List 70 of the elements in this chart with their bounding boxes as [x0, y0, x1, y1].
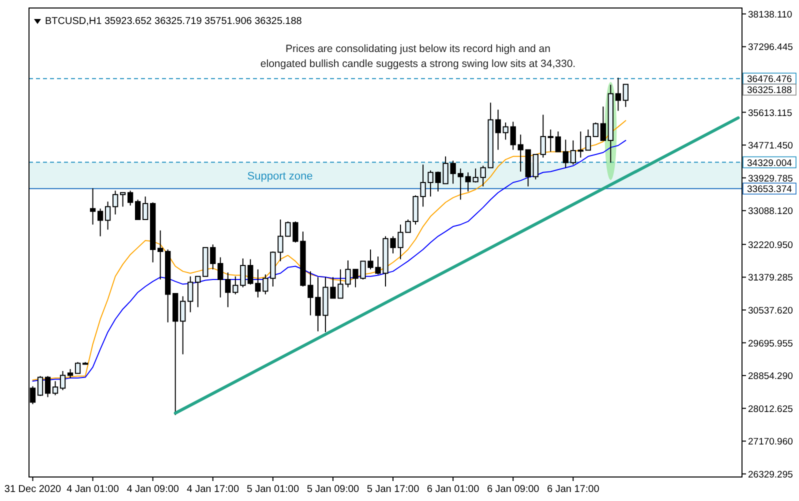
candlestick	[225, 272, 231, 308]
candlestick	[510, 121, 516, 150]
y-tick-label: 29695.955	[748, 338, 793, 350]
candlestick	[44, 376, 51, 398]
candlestick	[97, 208, 104, 237]
text: 36325.188	[747, 85, 792, 96]
candlestick	[555, 130, 561, 152]
candlestick	[104, 201, 111, 230]
candlestick	[262, 274, 268, 295]
ref-line-label: 34329.004	[747, 158, 792, 169]
y-tick-label: 28854.290	[748, 371, 793, 382]
x-tick-label: 31 Dec 2020	[4, 484, 62, 495]
y-tick-label: 37296.445	[748, 42, 793, 54]
x-tick-label: 5 Jan 17:00	[366, 484, 420, 495]
y-tick-label: 35613.115	[748, 108, 792, 119]
candlestick	[60, 370, 66, 391]
y-tick-label: 26329.295	[748, 469, 793, 480]
candlestick	[518, 134, 524, 172]
candlestick	[562, 139, 568, 168]
candlestick	[188, 276, 194, 313]
candlestick	[585, 129, 591, 151]
annotation: Prices are consolidating just below its record high and an elongated bullish candle suggests a strong swing low sits at 34,330.	[260, 43, 576, 70]
x-tick-label: 6 Jan 01:00	[426, 484, 480, 495]
y-tick-label: 27170.960	[748, 436, 793, 448]
candlestick	[135, 199, 141, 220]
candlestick	[578, 130, 584, 158]
candlestick	[548, 129, 554, 152]
candlestick	[127, 190, 134, 206]
x-tick-label: 4 Jan 17:00	[186, 484, 240, 495]
candlestick	[255, 268, 261, 298]
x-tick-label: 4 Jan 09:00	[126, 484, 180, 495]
y-tick-label: 30537.620	[748, 305, 793, 316]
candlestick	[540, 114, 546, 158]
y-tick-label: 31379.285	[748, 272, 793, 284]
x-tick-label: 6 Jan 09:00	[486, 484, 540, 495]
candlestick	[180, 296, 186, 355]
x-tick-label: 4 Jan 01:00	[66, 484, 120, 495]
y-tick-label: 34771.450	[748, 140, 793, 152]
candlestick	[218, 256, 224, 298]
candlestick	[502, 122, 508, 140]
candlestick	[495, 109, 501, 150]
candlestick	[622, 84, 628, 108]
band-label: Support zone	[247, 170, 313, 182]
candlestick	[248, 258, 254, 286]
candlestick	[195, 276, 201, 308]
candlestick	[52, 380, 58, 396]
ref-line-label: 36476.476	[747, 74, 792, 86]
candlestick	[158, 230, 164, 280]
x-tick-label: 5 Jan 01:00	[246, 484, 300, 495]
candlestick	[240, 258, 246, 288]
candlestick	[142, 196, 148, 220]
ref-line-label: 33653.374	[747, 184, 792, 196]
y-tick-label: 38138.110	[748, 9, 792, 20]
x-tick-label: 5 Jan 09:00	[306, 484, 360, 495]
candlestick	[232, 276, 238, 295]
text: BTCUSD,H1 35923.652 36325.719 35751.906 36325.188	[45, 16, 302, 27]
y-tick-label: 32220.950	[748, 240, 793, 251]
candlestick	[112, 190, 118, 215]
candlestick	[74, 362, 81, 374]
candlestick	[615, 77, 621, 112]
candlestick	[37, 376, 44, 396]
x-tick-label: 6 Jan 17:00	[547, 484, 600, 495]
candlestick	[600, 106, 606, 141]
candlestick	[592, 122, 598, 138]
y-tick-label: 28012.625	[748, 404, 793, 415]
y-tick-label: 33088.120	[748, 206, 793, 218]
y-tick-label: 33929.785	[748, 173, 793, 184]
candlestick	[120, 192, 126, 208]
candlestick	[90, 188, 96, 226]
candlestick	[210, 244, 216, 270]
